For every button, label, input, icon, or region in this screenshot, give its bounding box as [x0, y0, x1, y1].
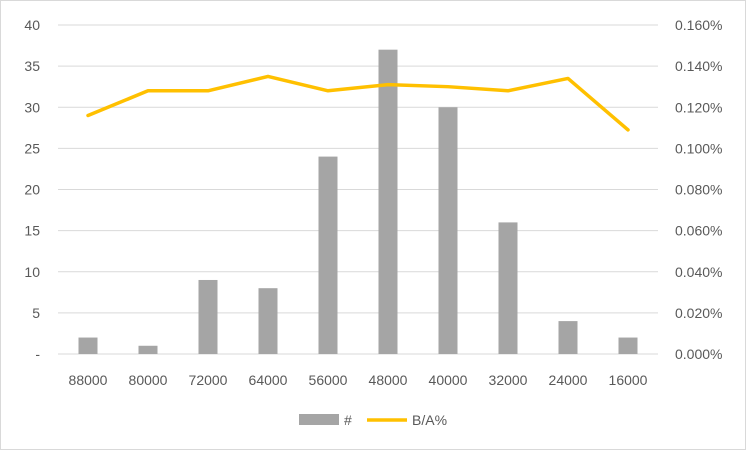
x-tick-label: 88000 — [69, 372, 108, 388]
bar — [198, 279, 218, 354]
right-tick-label: 0.000% — [675, 346, 722, 362]
bar — [258, 288, 278, 354]
bar — [438, 107, 458, 354]
legend-label-bar: # — [344, 412, 352, 428]
right-axis-ticks: 0.000% 0.020% 0.040% 0.060% 0.080% 0.100% 0.12… — [675, 17, 722, 362]
right-tick-label: 0.060% — [675, 223, 722, 239]
left-axis-ticks: - 5 10 15 20 25 30 35 40 — [24, 17, 40, 362]
bar — [498, 222, 518, 354]
x-tick-label: 40000 — [429, 372, 468, 388]
right-tick-label: 0.040% — [675, 264, 722, 280]
x-tick-label: 16000 — [609, 372, 648, 388]
right-tick-label: 0.100% — [675, 140, 722, 156]
x-tick-label: 48000 — [369, 372, 408, 388]
legend-label-line: B/A% — [412, 412, 447, 428]
bar — [138, 345, 158, 354]
left-tick-label: 25 — [24, 140, 40, 156]
left-tick-label: 35 — [24, 58, 40, 74]
x-axis-ticks: 88000 80000 72000 64000 56000 48000 40000 32000… — [69, 372, 648, 388]
x-tick-label: 80000 — [129, 372, 168, 388]
right-tick-label: 0.020% — [675, 305, 722, 321]
line-path — [86, 74, 630, 132]
bar — [78, 337, 98, 354]
bar — [378, 49, 398, 355]
left-tick-label: - — [35, 346, 40, 362]
legend-swatch-bar — [299, 414, 339, 425]
x-tick-label: 64000 — [249, 372, 288, 388]
right-tick-label: 0.160% — [675, 17, 722, 33]
x-tick-label: 72000 — [189, 372, 228, 388]
x-tick-label: 56000 — [309, 372, 348, 388]
left-tick-label: 20 — [24, 182, 40, 198]
bar — [618, 337, 638, 354]
bar — [318, 156, 338, 354]
line-series — [86, 74, 630, 132]
right-tick-label: 0.140% — [675, 58, 722, 74]
x-tick-label: 32000 — [489, 372, 528, 388]
left-tick-label: 5 — [32, 305, 40, 321]
right-tick-label: 0.080% — [675, 182, 722, 198]
bar-series — [78, 49, 638, 355]
left-tick-label: 15 — [24, 223, 40, 239]
bar — [558, 321, 578, 354]
x-tick-label: 24000 — [549, 372, 588, 388]
legend: # B/A% — [299, 412, 447, 428]
gridlines — [58, 24, 658, 355]
left-tick-label: 10 — [24, 264, 40, 280]
right-tick-label: 0.120% — [675, 99, 722, 115]
left-tick-label: 30 — [24, 99, 40, 115]
left-tick-label: 40 — [24, 17, 40, 33]
